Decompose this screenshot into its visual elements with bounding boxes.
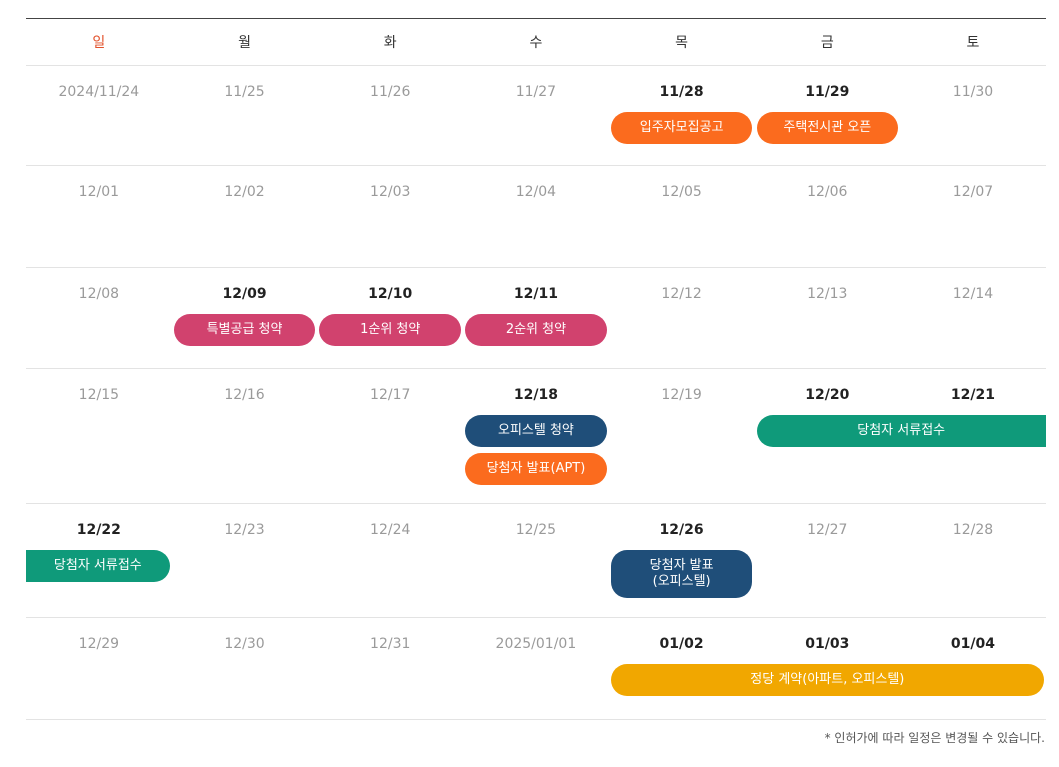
date-cell: 12/10 <box>368 286 413 302</box>
date-cell: 12/15 <box>78 387 120 403</box>
schedule-calendar: 일 월 화 수 목 금 토 2024/11/24 11/25 11/26 11/27 1… <box>26 18 1046 720</box>
calendar-weeks: 2024/11/24 11/25 11/26 11/27 11/28 11/29 11/30… <box>26 66 1046 720</box>
week-row: 12/01 12/02 12/03 12/04 12/05 12/06 12/07 <box>26 166 1046 268</box>
date-cell: 12/13 <box>807 286 848 302</box>
date-cell: 11/27 <box>515 84 557 100</box>
date-cell: 12/18 <box>513 387 558 403</box>
date-cell: 12/09 <box>222 286 267 302</box>
week-row: 2024/11/24 11/25 11/26 11/27 11/28 11/29 11/30… <box>26 66 1046 166</box>
date-cell: 12/20 <box>805 387 850 403</box>
schedule-event: 2순위 청약 <box>465 314 607 346</box>
week-dates: 12/08 12/09 12/10 12/11 12/12 12/13 12/14 <box>26 268 1046 302</box>
date-cell: 12/22 <box>76 522 121 538</box>
schedule-event: 1순위 청약 <box>319 314 462 346</box>
date-cell: 12/02 <box>224 184 265 200</box>
weekday-mon: 월 <box>238 35 251 51</box>
date-cell: 12/03 <box>370 184 411 200</box>
schedule-event: 당첨자 발표 (오피스텔) <box>610 550 753 598</box>
date-cell: 12/17 <box>370 387 411 403</box>
week-row: 12/08 12/09 12/10 12/11 12/12 12/13 12/14 특별공급 … <box>26 268 1046 369</box>
schedule-event: 오피스텔 청약 <box>465 415 607 447</box>
date-cell: 12/05 <box>661 184 702 200</box>
schedule-event: 정당 계약(아파트, 오피스텔) <box>610 664 1044 696</box>
week-dates: 12/29 12/30 12/31 2025/01/01 01/02 01/03 01/04 <box>26 618 1046 652</box>
date-cell: 01/03 <box>805 636 850 652</box>
date-cell: 12/30 <box>224 636 265 652</box>
date-cell: 12/23 <box>224 522 265 538</box>
schedule-event: 당첨자 서류접수 <box>756 415 1046 447</box>
date-cell: 11/30 <box>952 84 994 100</box>
date-cell: 2025/01/01 <box>495 636 577 652</box>
week-dates: 2024/11/24 11/25 11/26 11/27 11/28 11/29 11/30 <box>26 66 1046 100</box>
date-cell: 01/02 <box>659 636 704 652</box>
weekday-fri: 금 <box>820 35 834 51</box>
date-cell: 12/28 <box>952 522 994 538</box>
schedule-note: * 인허가에 따라 일정은 변경될 수 있습니다. <box>824 731 1045 745</box>
date-cell: 12/27 <box>807 522 848 538</box>
schedule-event: 입주자모집공고 <box>610 112 753 144</box>
date-cell: 11/28 <box>659 84 704 100</box>
date-cell: 12/16 <box>224 387 265 403</box>
date-cell: 01/04 <box>950 636 995 652</box>
date-cell: 12/19 <box>661 387 702 403</box>
schedule-event: 당첨자 발표(APT) <box>465 453 607 485</box>
date-cell: 2024/11/24 <box>58 84 140 100</box>
week-row: 12/29 12/30 12/31 2025/01/01 01/02 01/03 01/04… <box>26 618 1046 720</box>
date-cell: 12/04 <box>515 184 557 200</box>
date-cell: 12/01 <box>78 184 120 200</box>
date-cell: 12/31 <box>370 636 411 652</box>
date-cell: 12/25 <box>515 522 557 538</box>
schedule-event: 주택전시관 오픈 <box>756 112 899 144</box>
week-row: 12/22 12/23 12/24 12/25 12/26 12/27 12/28 당첨자 서… <box>26 504 1046 618</box>
date-cell: 11/29 <box>805 84 850 100</box>
date-cell: 12/29 <box>78 636 120 652</box>
weekday-wed: 수 <box>529 35 543 51</box>
weekday-header: 일 월 화 수 목 금 토 <box>26 18 1046 66</box>
weekday-sat: 토 <box>966 35 980 51</box>
date-cell: 12/08 <box>78 286 120 302</box>
date-cell: 12/14 <box>952 286 994 302</box>
schedule-event: 당첨자 서류접수 <box>26 550 170 582</box>
date-cell: 12/07 <box>952 184 994 200</box>
week-dates: 12/22 12/23 12/24 12/25 12/26 12/27 12/28 <box>26 504 1046 538</box>
date-cell: 12/12 <box>661 286 702 302</box>
week-dates: 12/15 12/16 12/17 12/18 12/19 12/20 12/21 <box>26 369 1046 403</box>
week-dates: 12/01 12/02 12/03 12/04 12/05 12/06 12/07 <box>26 166 1046 200</box>
date-cell: 12/21 <box>950 387 995 403</box>
schedule-event: 특별공급 청약 <box>173 314 316 346</box>
week-row: 12/15 12/16 12/17 12/18 12/19 12/20 12/21 오피스텔 … <box>26 369 1046 504</box>
weekday-thu: 목 <box>675 35 689 51</box>
weekday-sun: 일 <box>92 35 106 51</box>
date-cell: 12/24 <box>370 522 411 538</box>
date-cell: 11/25 <box>224 84 265 100</box>
date-cell: 12/06 <box>807 184 848 200</box>
date-cell: 11/26 <box>370 84 411 100</box>
date-cell: 12/26 <box>659 522 704 538</box>
weekday-tue: 화 <box>383 35 397 51</box>
date-cell: 12/11 <box>513 286 558 302</box>
